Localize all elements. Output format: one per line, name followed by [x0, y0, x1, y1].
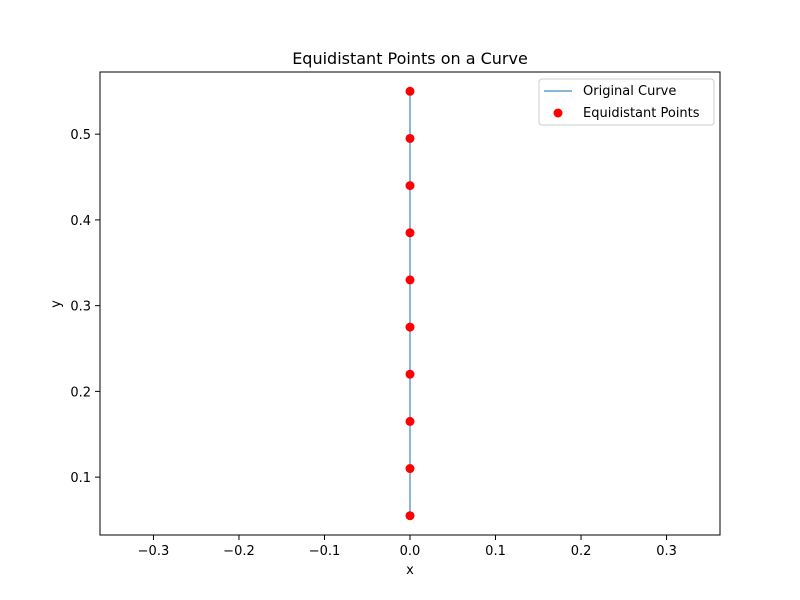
legend-label-equidistant-points: Equidistant Points	[583, 106, 700, 121]
equidistant-point	[405, 86, 415, 96]
x-tick-label: −0.2	[223, 544, 255, 559]
x-tick-label: −0.3	[138, 544, 170, 559]
x-tick-label: 0.3	[656, 544, 677, 559]
equidistant-point	[405, 416, 415, 426]
y-tick-label: 0.4	[70, 214, 91, 229]
legend: Original Curve Equidistant Points	[538, 78, 715, 126]
series-layer	[405, 86, 415, 521]
y-axis-ticks: 0.1 0.2 0.3 0.4 0.5	[70, 128, 100, 486]
y-axis-label: y	[49, 300, 64, 308]
y-tick-label: 0.5	[70, 128, 91, 143]
legend-point-swatch	[553, 108, 563, 118]
axes-frame	[99, 71, 721, 536]
legend-label-original-curve: Original Curve	[583, 84, 676, 99]
equidistant-point	[405, 228, 415, 238]
x-tick-label: −0.1	[309, 544, 341, 559]
legend-frame	[538, 78, 715, 126]
y-tick-label: 0.3	[70, 300, 91, 315]
x-tick-label: 0.1	[485, 544, 506, 559]
x-axis-ticks: −0.3 −0.2 −0.1 0.0 0.1 0.2 0.3	[138, 535, 677, 559]
x-axis-label: x	[406, 563, 414, 578]
equidistant-point	[405, 464, 415, 474]
equidistant-point	[405, 181, 415, 191]
chart-title: Equidistant Points on a Curve	[292, 49, 528, 68]
equidistant-point	[405, 133, 415, 143]
y-tick-label: 0.2	[70, 385, 91, 400]
equidistant-point	[405, 275, 415, 285]
equidistant-point	[405, 369, 415, 379]
x-tick-label: 0.0	[400, 544, 421, 559]
y-tick-label: 0.1	[70, 471, 91, 486]
equidistant-point	[405, 322, 415, 332]
equidistant-point	[405, 511, 415, 521]
x-tick-label: 0.2	[571, 544, 592, 559]
